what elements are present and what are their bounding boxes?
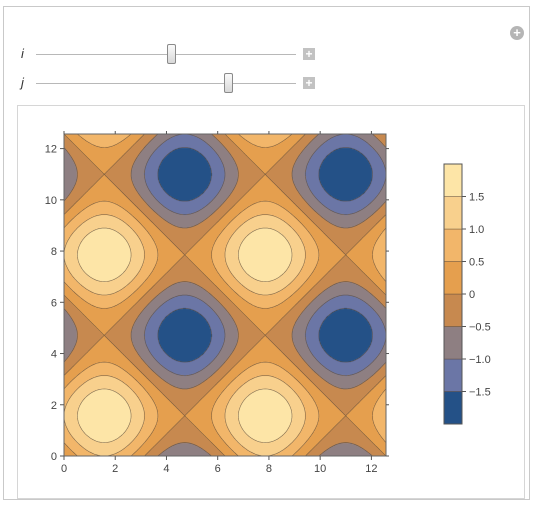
contour-lines: [63, 133, 387, 457]
x-tick-label: 8: [266, 463, 272, 475]
legend-tick-label: 1.0: [469, 224, 484, 236]
y-tick-label: 4: [51, 349, 57, 361]
slider-j-expand-icon[interactable]: +: [303, 77, 315, 89]
legend-swatch: [443, 261, 463, 295]
slider-i-thumb[interactable]: [167, 44, 177, 64]
y-tick-label: 2: [51, 400, 57, 412]
x-tick-label: 2: [112, 463, 118, 475]
legend-swatch: [443, 326, 463, 360]
legend-swatch: [443, 163, 463, 197]
legend-swatch: [443, 228, 463, 262]
x-tick-label: 6: [215, 463, 221, 475]
legend-tick-label: −1.5: [469, 387, 491, 399]
legend-swatch: [443, 196, 463, 230]
legend-tick-label: 1.5: [469, 192, 484, 204]
legend-swatch: [443, 293, 463, 327]
y-tick-label: 10: [45, 195, 57, 207]
slider-j-label: j: [21, 75, 24, 90]
contour-chart: 0 2 4 6 8 10 12 0 2 4 6 8 10 12 1.5 1.0 0.5 0 −0.5 −1.0 −1.5: [45, 131, 491, 475]
slider-j-thumb[interactable]: [224, 73, 234, 93]
slider-i-track[interactable]: [36, 54, 296, 55]
legend-tick-label: −0.5: [469, 322, 491, 334]
plot-area-frame: [63, 133, 387, 457]
y-tick-label: 0: [51, 451, 57, 463]
x-tick-label: 10: [314, 463, 326, 475]
slider-j-track[interactable]: [36, 83, 296, 84]
legend-tick-label: 0.5: [469, 257, 484, 269]
x-tick-label: 0: [61, 463, 67, 475]
y-tick-label: 6: [51, 297, 57, 309]
legend-swatch: [443, 358, 463, 392]
plus-circle-icon[interactable]: +: [510, 26, 524, 40]
y-tick-label: 12: [45, 144, 57, 156]
manipulate-panel: + i + j + 0 2 4 6 8 10 12 0 2 4 6 8 10 12 1.5 1.0 0.5 0 −0…: [3, 6, 530, 500]
slider-i-label: i: [21, 46, 24, 61]
plot-frame: 0 2 4 6 8 10 12 0 2 4 6 8 10 12 1.5 1.0 0.5 0 −0.5 −1.0 −1.5: [17, 105, 525, 499]
slider-i-expand-icon[interactable]: +: [303, 48, 315, 60]
legend-tick-label: 0: [469, 289, 475, 301]
y-tick-label: 8: [51, 246, 57, 258]
legend-tick-label: −1.0: [469, 354, 491, 366]
legend-swatch: [443, 391, 463, 425]
x-tick-label: 4: [163, 463, 169, 475]
x-tick-label: 12: [365, 463, 377, 475]
